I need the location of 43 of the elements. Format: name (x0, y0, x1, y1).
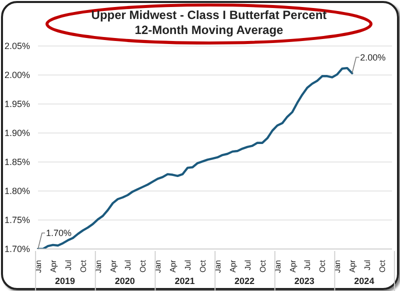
text: 2023 (294, 276, 314, 286)
x-tick-label: Jan (94, 260, 103, 273)
text: 2024 (354, 276, 374, 286)
x-tick-label: Jul (64, 260, 73, 270)
x-tick-label: Jul (363, 260, 372, 270)
x-tick-label: Apr (228, 260, 238, 272)
x-tick-label: Jan (273, 260, 282, 273)
x-tick-label: Jul (124, 260, 133, 270)
x-tick-label: Oct (198, 259, 208, 272)
chart-subtitle: 12-Month Moving Average (134, 23, 284, 38)
x-tick-label: Oct (78, 259, 88, 272)
x-tick-label: Jan (213, 260, 222, 273)
text: 2019 (55, 276, 76, 286)
x-tick-label: Jan (333, 260, 342, 273)
y-tick-label: 1.90% (4, 128, 30, 138)
text: 2021 (174, 276, 195, 286)
y-tick-label: 1.75% (4, 215, 30, 226)
x-tick-label: Apr (348, 260, 358, 272)
data-label: 2.00% (360, 52, 386, 62)
x-tick-label: Jul (243, 260, 252, 270)
x-tick-label: Apr (288, 260, 298, 272)
x-tick-label: Jan (154, 260, 163, 273)
y-tick-label: 2.05% (4, 41, 30, 52)
y-tick-label: 2.00% (4, 70, 30, 80)
text: 2020 (114, 276, 135, 286)
x-tick-label: Oct (138, 259, 148, 272)
x-tick-label: Oct (318, 259, 328, 272)
y-tick-label: 1.85% (4, 157, 30, 168)
text: 2022 (234, 276, 255, 286)
x-tick-label: Oct (378, 259, 388, 272)
x-tick-label: Apr (168, 260, 178, 272)
x-tick-label: Jul (303, 260, 312, 270)
line-series (36, 66, 354, 249)
x-tick-label: Apr (108, 260, 118, 272)
x-tick-label: Apr (48, 260, 58, 272)
y-tick-label: 1.95% (4, 99, 30, 110)
y-tick-label: 1.70% (4, 244, 30, 254)
x-tick-label: Oct (258, 259, 268, 272)
x-tick-label: Jan (34, 260, 43, 273)
data-label: 1.70% (46, 228, 72, 238)
x-tick-label: Jul (184, 260, 193, 270)
chart-title: Upper Midwest - Class I Butterfat Percent (90, 8, 328, 23)
y-tick-label: 1.80% (4, 186, 30, 196)
